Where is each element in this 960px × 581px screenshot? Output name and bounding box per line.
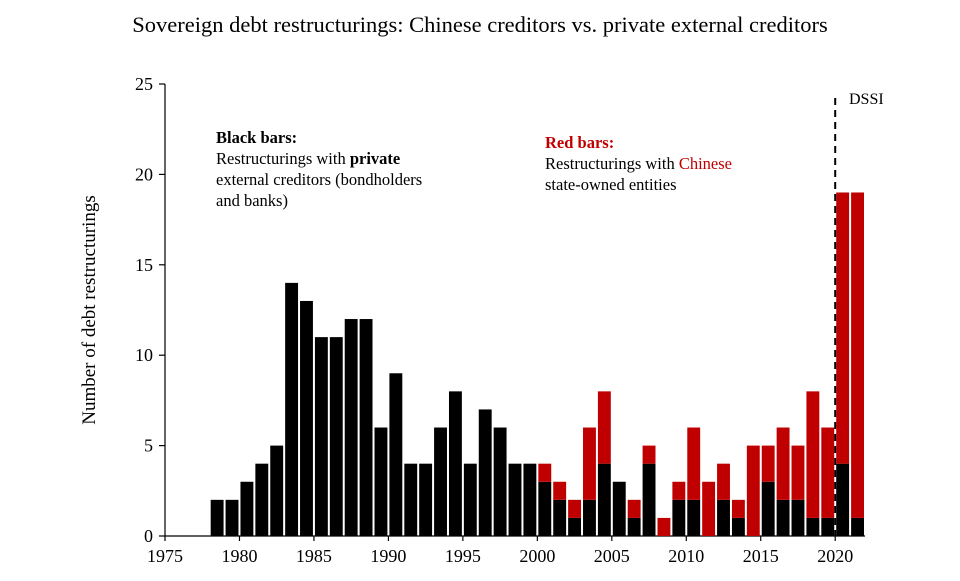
- chinese-bar-2002: [568, 499, 582, 518]
- private-bar-1985: [314, 337, 328, 536]
- x-tick-label: 2020: [817, 546, 853, 566]
- chinese-bar-2018: [806, 391, 820, 518]
- private-bar-1995: [463, 463, 477, 536]
- private-bar-2004: [597, 463, 611, 536]
- private-bar-2018: [806, 517, 820, 536]
- chinese-bar-2016: [776, 427, 790, 500]
- x-tick-label: 2000: [519, 546, 555, 566]
- x-tick-label: 2015: [743, 546, 779, 566]
- private-bar-2003: [583, 499, 596, 536]
- black-bars-heading: Black bars:: [216, 128, 298, 147]
- chinese-bar-2004: [597, 391, 611, 464]
- chinese-bar-2017: [791, 445, 805, 500]
- chinese-bar-2011: [702, 481, 716, 536]
- private-bar-1997: [493, 427, 507, 536]
- x-tick-label: 2005: [594, 546, 630, 566]
- chinese-bar-2008: [657, 517, 671, 536]
- private-bar-1988: [359, 319, 373, 536]
- chinese-bar-2006: [627, 499, 641, 518]
- x-tick-label: 1980: [221, 546, 257, 566]
- red-bars-line2: state-owned entities: [545, 175, 677, 194]
- private-bar-1996: [478, 409, 492, 536]
- private-bar-1999: [523, 463, 537, 536]
- private-bar-1978: [210, 499, 224, 536]
- private-bar-2020: [836, 463, 850, 536]
- private-bar-1989: [374, 427, 388, 536]
- y-tick-label: 10: [135, 345, 153, 365]
- chart-title: Sovereign debt restructurings: Chinese c…: [132, 12, 828, 37]
- private-bar-1987: [344, 319, 358, 536]
- y-tick-label: 0: [144, 526, 153, 546]
- private-bar-1993: [434, 427, 447, 536]
- black-bars-line1: Restructurings with private: [216, 149, 401, 168]
- private-bar-1980: [240, 481, 254, 536]
- y-tick-label: 15: [135, 255, 153, 275]
- x-tick-label: 1975: [147, 546, 183, 566]
- chinese-bar-2009: [672, 481, 686, 500]
- chinese-bar-2019: [821, 427, 835, 518]
- red-bars-heading: Red bars:: [545, 133, 615, 152]
- chinese-bar-2020: [836, 192, 850, 464]
- private-bar-2013: [731, 517, 745, 536]
- private-bar-2002: [568, 517, 582, 536]
- private-bar-2015: [761, 481, 775, 536]
- y-tick-label: 25: [135, 74, 153, 94]
- black-bars-annotation: Black bars: Restructurings with private …: [216, 127, 422, 211]
- private-bar-1990: [389, 373, 403, 536]
- chinese-bar-2021: [851, 192, 864, 518]
- chinese-bar-2000: [538, 463, 552, 482]
- private-bar-2000: [538, 481, 552, 536]
- private-bar-2017: [791, 499, 805, 536]
- private-bar-2021: [851, 517, 864, 536]
- private-bar-2016: [776, 499, 790, 536]
- red-bars-line1: Restructurings with Chinese: [545, 154, 732, 173]
- chinese-bar-2012: [717, 463, 730, 500]
- private-bar-1984: [300, 300, 313, 536]
- private-bar-2010: [687, 499, 701, 536]
- chinese-bar-2015: [761, 445, 775, 482]
- private-bar-1998: [508, 463, 522, 536]
- private-bar-1982: [270, 445, 284, 536]
- x-tick-label: 2010: [668, 546, 704, 566]
- chinese-bar-2014: [746, 445, 760, 536]
- y-tick-label: 20: [135, 164, 153, 184]
- private-bar-2001: [553, 499, 567, 536]
- black-bars-line2: external creditors (bondholders: [216, 170, 423, 189]
- private-bar-1994: [448, 391, 462, 536]
- private-bar-2019: [821, 517, 835, 536]
- x-tick-label: 1985: [296, 546, 332, 566]
- private-bar-2007: [642, 463, 656, 536]
- x-tick-label: 1995: [445, 546, 481, 566]
- chinese-bar-2010: [687, 427, 701, 500]
- chinese-bar-2003: [583, 427, 596, 500]
- private-bar-2009: [672, 499, 686, 536]
- private-bar-1986: [329, 337, 343, 536]
- chinese-bar-2001: [553, 481, 567, 500]
- private-bar-1981: [255, 463, 269, 536]
- dssi-label: DSSI: [849, 91, 884, 108]
- red-bars-annotation: Red bars: Restructurings with Chinese st…: [545, 132, 732, 195]
- private-bar-2006: [627, 517, 641, 536]
- chinese-bar-2007: [642, 445, 656, 464]
- private-bar-2005: [612, 481, 626, 536]
- x-tick-label: 1990: [370, 546, 406, 566]
- y-tick-label: 5: [144, 436, 153, 456]
- private-bar-2012: [717, 499, 730, 536]
- private-bar-1991: [404, 463, 418, 536]
- black-bars-line3: and banks): [216, 191, 288, 210]
- chinese-bar-2013: [731, 499, 745, 518]
- private-bar-1979: [225, 499, 239, 536]
- private-bar-1983: [285, 282, 299, 536]
- private-bar-1992: [419, 463, 433, 536]
